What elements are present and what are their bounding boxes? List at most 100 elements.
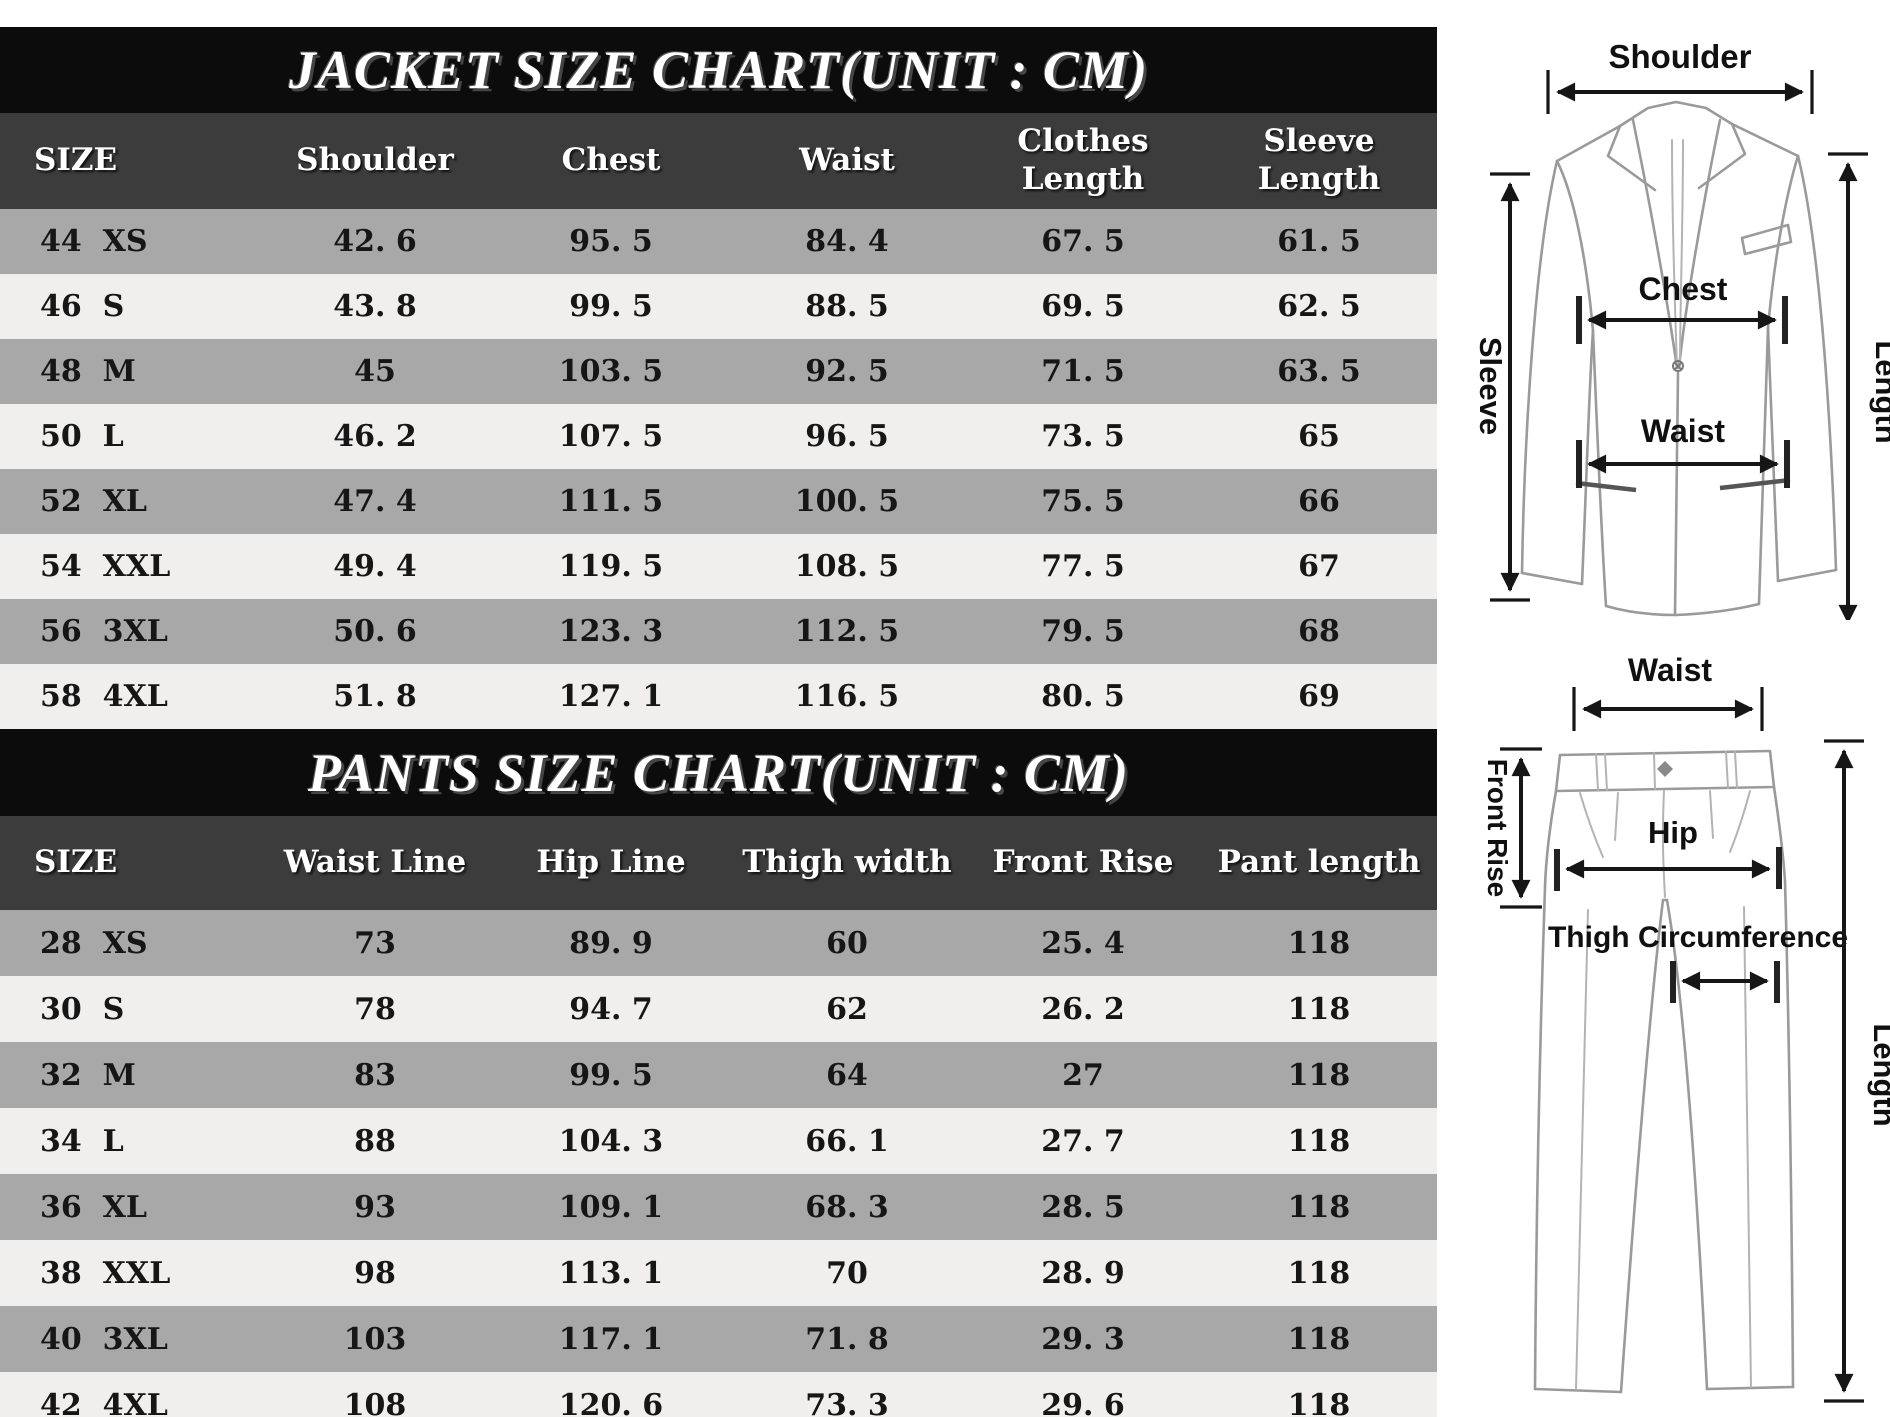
column-header: SIZE bbox=[0, 113, 257, 209]
column-header: Shoulder bbox=[257, 113, 493, 209]
column-header: Thigh width bbox=[729, 816, 965, 910]
measurement-cell: 71. 8 bbox=[805, 1321, 889, 1357]
jacket-length-measure-arrow: Length bbox=[1828, 152, 1890, 634]
measurement-cell: 99. 5 bbox=[569, 289, 653, 324]
jacket-diagram-svg: Shoulder Sleeve Length Chest bbox=[1473, 38, 1890, 634]
measurement-cell: 71. 5 bbox=[1041, 354, 1125, 389]
measurement-cell: 70 bbox=[826, 1255, 868, 1291]
measurement-cell: 29. 3 bbox=[1041, 1321, 1125, 1357]
measurement-cell: 63. 5 bbox=[1277, 354, 1361, 389]
jacket-size-table: SIZE Shoulder Chest Waist Clothes Length Slee… bbox=[0, 113, 1437, 729]
size-cell: 56 3XL bbox=[40, 614, 168, 649]
measurement-cell: 69. 5 bbox=[1041, 289, 1125, 324]
measurement-cell: 108. 5 bbox=[794, 549, 900, 584]
measurement-cell: 77. 5 bbox=[1041, 549, 1125, 584]
measurement-cell: 118 bbox=[1287, 1321, 1351, 1357]
table-row: 28 XS 73 89. 9 60 25. 4 118 bbox=[0, 910, 1437, 976]
measurement-cell: 68. 3 bbox=[805, 1189, 889, 1225]
measurement-cell: 118 bbox=[1287, 991, 1351, 1027]
header-row: SIZE Shoulder Chest Waist Clothes Length Slee… bbox=[0, 113, 1437, 209]
pants-chart-title-bar: PANTS SIZE CHART(UNIT : CM) bbox=[0, 729, 1437, 816]
measurement-cell: 112. 5 bbox=[794, 614, 900, 649]
measurement-cell: 29. 6 bbox=[1041, 1387, 1125, 1417]
measurement-cell: 43. 8 bbox=[333, 289, 417, 324]
pants-chart-title: PANTS SIZE CHART(UNIT : CM) bbox=[307, 742, 1130, 803]
measurement-cell: 92. 5 bbox=[805, 354, 889, 389]
pants-table-header: SIZE Waist Line Hip Line Thigh width Front R… bbox=[0, 816, 1437, 910]
table-row: 34 L 88 104. 3 66. 1 27. 7 118 bbox=[0, 1108, 1437, 1174]
size-cell: 54 XXL bbox=[40, 549, 171, 584]
measurement-cell: 60 bbox=[826, 925, 868, 961]
jacket-waist-measure-arrow: Waist bbox=[1576, 413, 1790, 488]
size-cell: 40 3XL bbox=[40, 1321, 168, 1357]
pants-diagram-svg: Waist Front Rise Hip Thigh Ci bbox=[1482, 652, 1890, 1403]
measurement-cell: 104. 3 bbox=[558, 1123, 664, 1159]
measurement-cell: 50. 6 bbox=[333, 614, 417, 649]
measurement-cell: 79. 5 bbox=[1041, 614, 1125, 649]
table-row: 44 XS 42. 6 95. 5 84. 4 67. 5 61. 5 bbox=[0, 209, 1437, 274]
table-row: 38 XXL 98 113. 1 70 28. 9 118 bbox=[0, 1240, 1437, 1306]
measurement-cell: 62. 5 bbox=[1277, 289, 1361, 324]
measurement-cell: 25. 4 bbox=[1041, 925, 1125, 961]
column-header: Pant length bbox=[1201, 816, 1437, 910]
table-row: 40 3XL 103 117. 1 71. 8 29. 3 118 bbox=[0, 1306, 1437, 1372]
pants-table-body: 28 XS 73 89. 9 60 25. 4 118 30 S 78 94. 7 62 26. 2… bbox=[0, 910, 1437, 1417]
jacket-waist-label: Waist bbox=[1641, 413, 1726, 449]
front-rise-measure-arrow: Front Rise bbox=[1482, 747, 1542, 909]
measurement-cell: 62 bbox=[826, 991, 868, 1027]
measurement-cell: 69 bbox=[1298, 679, 1340, 714]
measurement-cell: 95. 5 bbox=[569, 224, 653, 259]
measurement-cell: 78 bbox=[354, 991, 396, 1027]
size-cell: 38 XXL bbox=[40, 1255, 171, 1291]
jacket-button bbox=[1672, 360, 1684, 372]
measurement-cell: 88 bbox=[354, 1123, 396, 1159]
measurement-cell: 66 bbox=[1298, 484, 1340, 519]
measurement-cell: 118 bbox=[1287, 1123, 1351, 1159]
hip-label: Hip bbox=[1648, 815, 1698, 850]
table-row: 54 XXL 49. 4 119. 5 108. 5 77. 5 67 bbox=[0, 534, 1437, 599]
measurement-cell: 107. 5 bbox=[558, 419, 664, 454]
sleeve-label: Sleeve bbox=[1473, 337, 1508, 435]
measurement-cell: 27 bbox=[1062, 1057, 1104, 1093]
measurement-cell: 47. 4 bbox=[333, 484, 417, 519]
measurement-cell: 93 bbox=[354, 1189, 396, 1225]
measurement-cell: 123. 3 bbox=[558, 614, 664, 649]
measurement-cell: 84. 4 bbox=[805, 224, 889, 259]
column-header: Front Rise bbox=[965, 816, 1201, 910]
column-header: Sleeve Length bbox=[1201, 113, 1437, 209]
measurement-cell: 103. 5 bbox=[558, 354, 664, 389]
measurement-cell: 88. 5 bbox=[805, 289, 889, 324]
measurement-cell: 120. 6 bbox=[558, 1387, 664, 1417]
column-header: SIZE bbox=[0, 816, 257, 910]
measurement-cell: 118 bbox=[1287, 1189, 1351, 1225]
table-row: 46 S 43. 8 99. 5 88. 5 69. 5 62. 5 bbox=[0, 274, 1437, 339]
pants-outline-drawing bbox=[1533, 749, 1795, 1394]
measurement-cell: 118 bbox=[1287, 925, 1351, 961]
measurement-cell: 49. 4 bbox=[333, 549, 417, 584]
size-cell: 58 4XL bbox=[40, 679, 168, 714]
size-cell: 32 M bbox=[40, 1057, 136, 1093]
pants-size-chart: PANTS SIZE CHART(UNIT : CM) SIZE Waist Li… bbox=[0, 729, 1437, 1417]
jacket-length-label: Length bbox=[1869, 340, 1890, 443]
table-row: 58 4XL 51. 8 127. 1 116. 5 80. 5 69 bbox=[0, 664, 1437, 729]
measurement-cell: 46. 2 bbox=[333, 419, 417, 454]
size-cell: 46 S bbox=[40, 289, 125, 324]
jacket-chart-title-bar: JACKET SIZE CHART(UNIT : CM) bbox=[0, 27, 1437, 113]
shoulder-label: Shoulder bbox=[1608, 38, 1751, 75]
measurement-cell: 118 bbox=[1287, 1057, 1351, 1093]
pants-waist-label: Waist bbox=[1628, 652, 1713, 688]
measurement-cell: 113. 1 bbox=[558, 1255, 664, 1291]
pants-length-measure-arrow: Length bbox=[1824, 739, 1890, 1403]
chest-label: Chest bbox=[1639, 271, 1728, 307]
measurement-cell: 118 bbox=[1287, 1387, 1351, 1417]
column-header: Clothes Length bbox=[965, 113, 1201, 209]
measurement-cell: 127. 1 bbox=[558, 679, 664, 714]
measurement-cell: 99. 5 bbox=[569, 1057, 653, 1093]
column-header: Waist Line bbox=[257, 816, 493, 910]
measurement-cell: 28. 5 bbox=[1041, 1189, 1125, 1225]
measurement-cell: 66. 1 bbox=[805, 1123, 889, 1159]
front-rise-label: Front Rise bbox=[1482, 759, 1513, 897]
measurement-cell: 65 bbox=[1298, 419, 1340, 454]
measurement-cell: 45 bbox=[354, 354, 396, 389]
